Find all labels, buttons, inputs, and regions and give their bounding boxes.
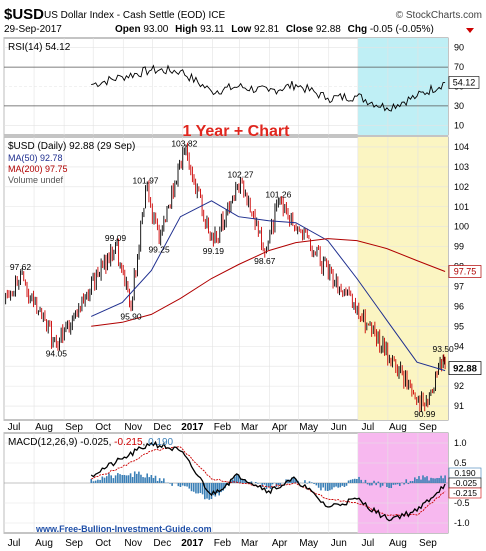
price-tick-label: 100 [454, 222, 469, 232]
x-tick-label: May [299, 538, 318, 549]
price-legend: $USD (Daily) 92.88 (29 Sep) [8, 141, 135, 152]
rsi-line [91, 64, 446, 112]
x-tick-label: Feb [214, 538, 232, 549]
price-tick-label: 101 [454, 202, 469, 212]
price-highlight-region [358, 137, 448, 420]
x-tick-label: Jun [331, 422, 347, 433]
macd-last-value: 0.190 [454, 468, 476, 478]
x-tick-label: Mar [241, 422, 259, 433]
macd-tick-label: -0.5 [454, 498, 470, 508]
x-tick-label: May [299, 422, 318, 433]
symbol: $USD [4, 6, 44, 23]
price-last-value-box [448, 361, 482, 375]
price-annotation-label: 97.62 [10, 262, 32, 272]
x-tick-label: Feb [214, 422, 232, 433]
rsi-highlight-region [358, 38, 448, 135]
macd-legend: MACD(12,26,9) -0.025, -0.215, 0.190 [8, 437, 174, 448]
x-tick-label: Apr [272, 538, 288, 549]
chart-annotation-title: 1 Year + Chart [183, 123, 291, 140]
macd-tick-label: 1.0 [454, 438, 467, 448]
x-tick-label: Sep [65, 538, 83, 549]
x-tick-label: Nov [124, 422, 142, 433]
ma200-line [91, 238, 446, 327]
price-tick-label: 91 [454, 401, 464, 411]
rsi-tick-label: 30 [454, 101, 464, 111]
x-tick-label: Aug [35, 422, 53, 433]
x-tick-label: Dec [153, 422, 171, 433]
ohlc-readout: Open 93.00 High 93.11 Low 92.81 Close 92… [115, 24, 434, 35]
x-tick-label: Jul [8, 422, 21, 433]
price-annotation-label: 94.05 [46, 348, 68, 358]
chart-date: 29-Sep-2017 [4, 24, 62, 35]
x-tick-label: Jun [331, 538, 347, 549]
x-tick-label: Apr [272, 422, 288, 433]
x-tick-label: Aug [389, 538, 407, 549]
price-annotation-label: 99.09 [105, 233, 127, 243]
x-tick-label: Aug [389, 422, 407, 433]
price-annotation-label: 98.67 [254, 256, 276, 266]
price-tick-label: 104 [454, 142, 469, 152]
macd-last-value: -0.215 [453, 488, 477, 498]
x-tick-label: Sep [65, 422, 83, 433]
ma50-line [90, 200, 446, 372]
price-tick-label: 103 [454, 162, 469, 172]
x-tick-label: Sep [419, 538, 437, 549]
x-tick-label: Jul [361, 538, 374, 549]
macd-last-value: -0.025 [453, 478, 477, 488]
price-tick-label: 97 [454, 281, 464, 291]
rsi-last-value: 54.12 [453, 78, 476, 88]
price-annotation-label: 99.19 [203, 246, 225, 256]
price-annotation-label: 101.26 [265, 190, 291, 200]
rsi-legend: RSI(14) 54.12 [8, 42, 71, 53]
price-annotation-label: 90.99 [414, 409, 436, 419]
x-tick-label: 2017 [181, 422, 204, 433]
price-tick-label: 102 [454, 182, 469, 192]
x-tick-label: Mar [241, 538, 259, 549]
price-tick-label: 96 [454, 301, 464, 311]
down-arrow-icon [466, 28, 474, 33]
ma200-legend: MA(200) 97.75 [8, 164, 68, 174]
watermark: www.Free-Bullion-Investment-Guide.com [35, 524, 212, 534]
price-annotation-label: 95.90 [120, 311, 142, 321]
x-tick-label: Oct [95, 422, 111, 433]
macd-tick-label: -1.0 [454, 518, 470, 528]
x-tick-label: Dec [153, 538, 171, 549]
price-tick-label: 92 [454, 381, 464, 391]
price-annotation-label: 103.82 [171, 139, 197, 149]
x-tick-label: Jul [8, 538, 21, 549]
price-last-value: 92.88 [453, 364, 477, 375]
price-annotation-label: 93.50 [433, 344, 455, 354]
rsi-tick-label: 70 [454, 62, 464, 72]
macd-last-value-box [448, 487, 482, 499]
price-tick-label: 99 [454, 242, 464, 252]
price-tick-label: 95 [454, 321, 464, 331]
volume-legend: Volume undef [8, 175, 64, 185]
x-tick-label: Jul [361, 422, 374, 433]
ma200-last-value: 97.75 [454, 267, 477, 277]
x-tick-label: Nov [124, 538, 142, 549]
x-tick-label: Aug [35, 538, 53, 549]
x-tick-label: 2017 [181, 538, 204, 549]
ma200-last-value-box [448, 265, 482, 278]
ma50-legend: MA(50) 92.78 [8, 153, 63, 163]
rsi-last-value-box [448, 76, 480, 89]
instrument-name: US Dollar Index - Cash Settle (EOD) ICE [44, 10, 226, 21]
price-annotation-label: 102.27 [228, 169, 254, 179]
price-annotation-label: 99.25 [148, 245, 170, 255]
x-tick-label: Oct [95, 538, 111, 549]
price-tick-label: 94 [454, 341, 464, 351]
rsi-tick-label: 10 [454, 120, 464, 130]
x-tick-label: Sep [419, 422, 437, 433]
price-annotation-label: 101.97 [133, 175, 159, 185]
source-credit: © StockCharts.com [396, 10, 482, 21]
macd-signal-line [91, 446, 446, 517]
rsi-tick-label: 90 [454, 43, 464, 53]
macd-line [90, 440, 446, 522]
macd-tick-label: 0.5 [454, 458, 467, 468]
